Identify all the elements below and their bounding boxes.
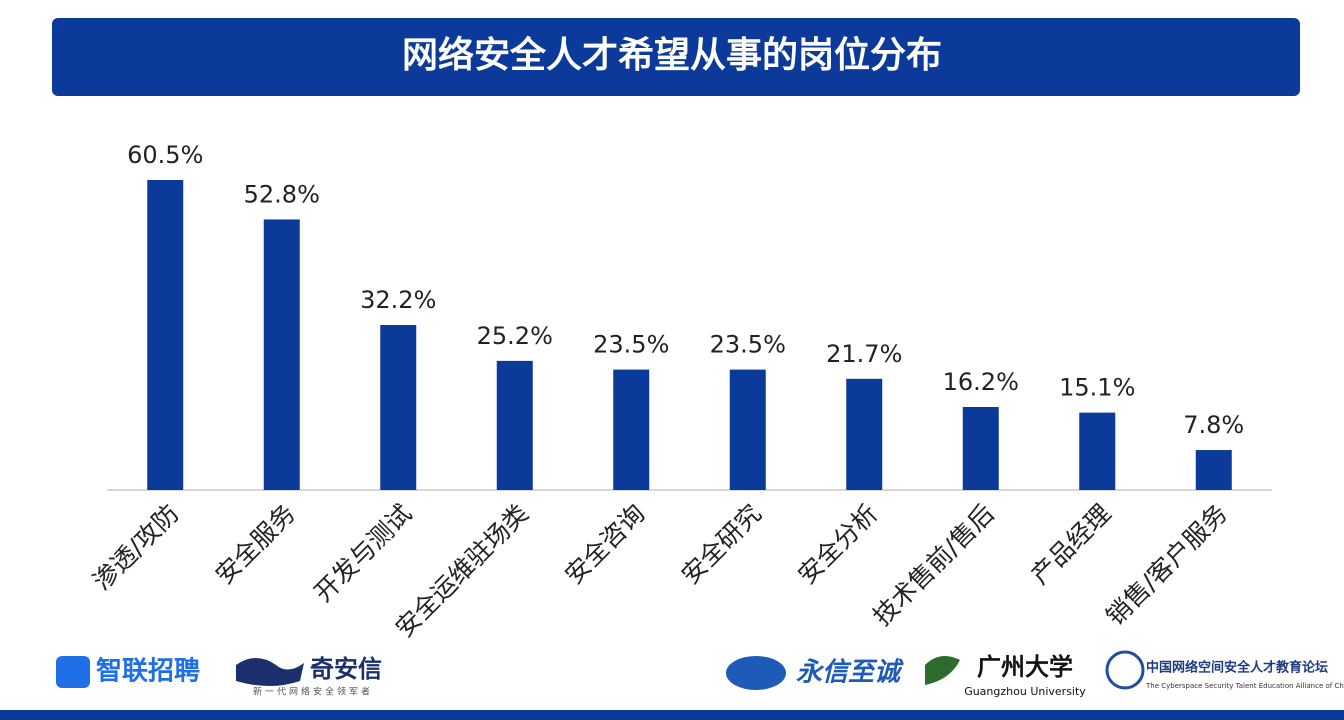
- x-tick-label: 开发与测试: [309, 499, 418, 608]
- bar: [1195, 450, 1232, 490]
- x-tick-label: 销售/客户服务: [1100, 499, 1233, 632]
- value-label: 7.8%: [1183, 411, 1244, 439]
- value-label: 32.2%: [360, 286, 436, 314]
- bar: [263, 219, 300, 490]
- chart-title: 网络安全人才希望从事的岗位分布: [402, 34, 942, 76]
- bar: [729, 369, 766, 490]
- footer-stripe: [0, 710, 1344, 720]
- value-label: 23.5%: [710, 331, 786, 359]
- value-label: 16.2%: [943, 368, 1019, 396]
- x-tick-label: 安全研究: [676, 499, 767, 590]
- value-label: 52.8%: [244, 180, 320, 208]
- value-label: 21.7%: [826, 340, 902, 368]
- bar: [380, 325, 417, 490]
- bar: [846, 378, 883, 490]
- zhilian-icon: [56, 656, 90, 688]
- logos: 智联招聘 奇安信 新一代网络安全领军者 永信至诚 广州大学 Guangzhou …: [56, 650, 1344, 698]
- zhilian-logo: 智联招聘: [96, 657, 200, 687]
- value-label: 25.2%: [477, 322, 553, 350]
- x-tick-label: 产品经理: [1025, 499, 1116, 590]
- x-tick-label: 技术售前/售后: [867, 499, 1000, 632]
- bar: [1079, 412, 1116, 490]
- qianxin-logo: 奇安信: [310, 655, 382, 683]
- value-label: 15.1%: [1059, 374, 1135, 402]
- value-label: 23.5%: [593, 331, 669, 359]
- alliance-logo-en: The Cyberspace Security Talent Education…: [1145, 682, 1344, 690]
- alliance-logo: 中国网络空间安全人才教育论坛: [1146, 660, 1328, 676]
- bar: [147, 179, 184, 491]
- title-banner: [52, 18, 1300, 96]
- bar: [962, 406, 999, 490]
- yongxin-logo: 永信至诚: [796, 658, 904, 688]
- yongxin-icon: [726, 656, 786, 690]
- x-tick-label: 渗透/攻防: [87, 499, 184, 596]
- alliance-icon: [1105, 650, 1145, 690]
- qianxin-icon: [236, 658, 304, 686]
- gzhu-logo: 广州大学: [977, 653, 1073, 681]
- x-tick-label: 安全服务: [210, 499, 301, 590]
- x-tick-label: 安全咨询: [559, 499, 650, 590]
- x-tick-label: 安全分析: [792, 499, 883, 590]
- bar: [613, 369, 650, 490]
- bar: [496, 360, 533, 490]
- gzhu-icon: [925, 656, 960, 685]
- gzhu-logo-en: Guangzhou University: [964, 685, 1086, 698]
- qianxin-slogan: 新一代网络安全领军者: [253, 686, 373, 698]
- value-label: 60.5%: [127, 141, 203, 169]
